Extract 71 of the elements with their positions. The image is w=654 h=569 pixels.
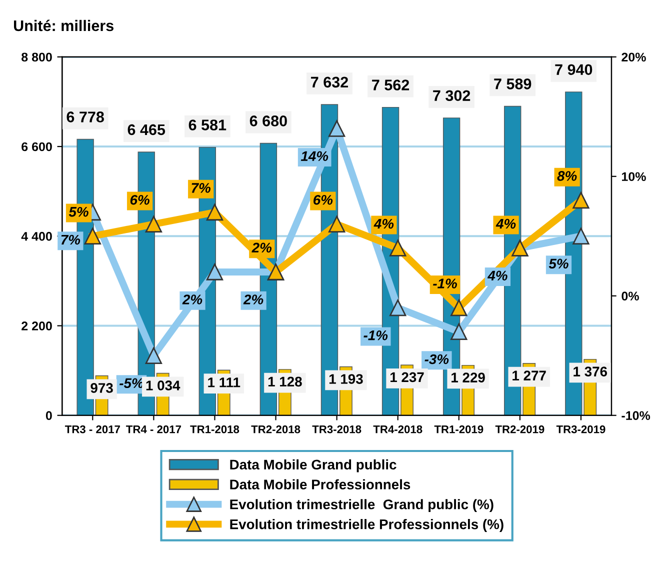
point <box>572 228 590 244</box>
data-label: 6 465 <box>128 124 166 136</box>
data-label: 4% <box>496 218 516 229</box>
data-label: 7 562 <box>372 80 410 90</box>
chart-title: Unité: milliers <box>14 20 114 32</box>
data-label: 5% <box>548 258 568 269</box>
x-tick-label: TR3-2018 <box>312 425 362 434</box>
y-tick-label: 6 600 <box>22 142 52 152</box>
data-label: 1 277 <box>512 370 546 380</box>
data-label: 7% <box>61 234 80 245</box>
point <box>390 299 406 316</box>
x-tick-label: TR1-2019 <box>434 425 484 434</box>
data-label: 7 589 <box>494 78 532 90</box>
data-label: 4% <box>374 218 394 229</box>
point <box>450 299 468 316</box>
data-label: 6% <box>130 194 150 205</box>
data-label: 5% <box>68 206 88 217</box>
data-label: 1 193 <box>329 374 363 384</box>
y-tick-label: 2 200 <box>22 322 52 330</box>
y2-tick-label: 10% <box>622 172 646 182</box>
data-label: -3% <box>424 354 449 364</box>
y-tick-label: 8 800 <box>22 52 52 62</box>
data-label: 973 <box>90 383 113 393</box>
x-tick-label: TR2-2019 <box>495 425 544 434</box>
data-label: 8% <box>557 171 577 181</box>
data-label: 2% <box>243 294 264 304</box>
point <box>206 204 224 221</box>
data-label: 1 034 <box>146 380 180 390</box>
legend-label: Evolution trimestrielle Professionnels (%) <box>230 519 504 532</box>
point <box>450 323 468 340</box>
data-label: 4% <box>487 270 508 280</box>
data-label: 1 128 <box>268 376 302 387</box>
y2-tick-label: 0% <box>622 292 639 301</box>
data-label: 7 302 <box>433 90 470 102</box>
data-label: -1% <box>364 330 388 340</box>
point <box>145 216 162 233</box>
data-label: 2% <box>182 294 202 304</box>
data-label: 7% <box>192 183 210 193</box>
point <box>572 192 590 209</box>
data-label: 1 376 <box>574 366 608 376</box>
x-tick-label: TR3-2019 <box>556 425 606 434</box>
x-tick-label: TR2-2018 <box>251 425 300 434</box>
data-label: -1% <box>433 278 457 288</box>
point <box>84 228 101 244</box>
x-tick-label: TR3 - 2017 <box>64 425 120 434</box>
x-tick-label: TR4-2018 <box>373 425 422 434</box>
x-tick-label: TR1-2018 <box>190 425 240 434</box>
y2-tick-label: -10% <box>622 411 650 420</box>
legend-label: Data Mobile Professionnels <box>230 479 410 490</box>
point <box>328 120 346 137</box>
data-label: 14% <box>300 151 328 161</box>
data-label: 6 778 <box>66 112 104 122</box>
x-tick-label: TR4 - 2017 <box>126 425 181 434</box>
data-label: 1 111 <box>208 378 240 388</box>
point <box>328 216 346 233</box>
y-tick-label: 4 400 <box>21 232 52 241</box>
legend-label: Evolution trimestrielle Grand public (%) <box>230 499 494 512</box>
y2-tick-label: 20% <box>622 52 646 62</box>
y-tick-label: 0 <box>46 411 52 420</box>
data-label: 7 632 <box>311 76 348 88</box>
data-label: 1 229 <box>452 372 485 382</box>
data-label: 7 940 <box>555 64 592 76</box>
data-label: 6% <box>314 194 333 205</box>
point <box>206 264 224 280</box>
data-label: 6 680 <box>250 116 287 126</box>
point <box>390 240 406 256</box>
legend-label: Data Mobile Grand public <box>230 459 396 472</box>
data-label: 1 237 <box>390 372 424 382</box>
data-label: 2% <box>252 242 272 253</box>
point <box>145 347 162 364</box>
data-label: 6 581 <box>188 120 226 130</box>
